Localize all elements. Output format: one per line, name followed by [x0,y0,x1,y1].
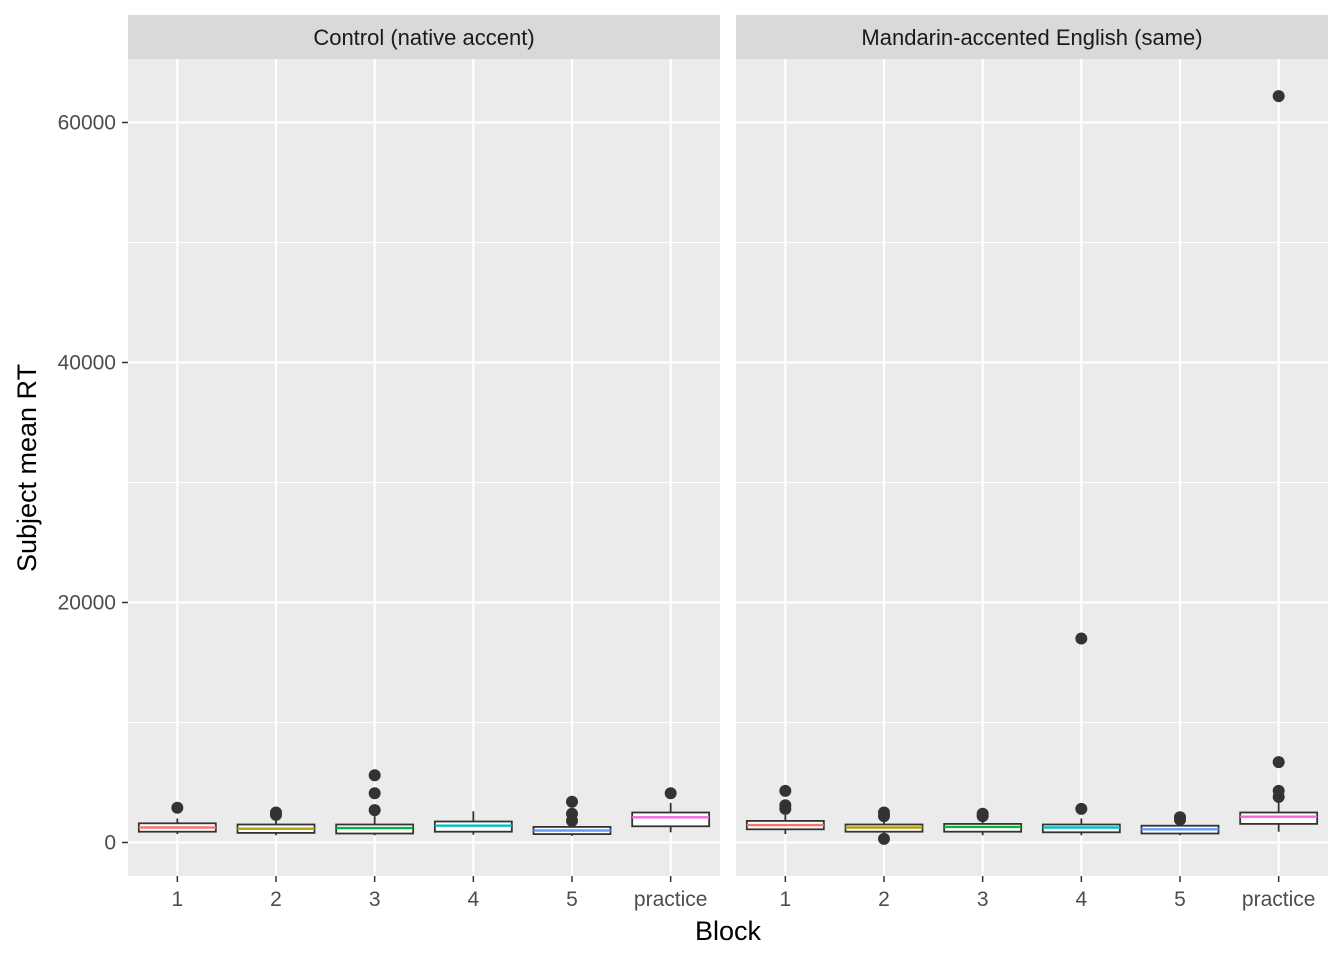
outlier-point [779,799,792,812]
box-5 [1140,811,1220,836]
outlier-point [1174,811,1186,824]
outlier-point [368,769,381,782]
box-2 [236,806,316,836]
x-tick-label: practice [634,888,708,911]
box-practice [1239,90,1319,832]
facet-panel-1: Control (native accent) 1 2 3 4 5 practice [128,15,720,911]
y-tick-label: 0 [104,832,116,855]
outlier-point [1272,756,1285,769]
outlier-point [878,832,890,845]
facet-strip [736,15,1328,59]
y-axis: 0 20000 40000 60000 [58,112,128,855]
outlier-point [1272,784,1285,797]
x-tick-label: 4 [467,888,479,911]
box-4 [1041,632,1121,836]
outlier-point [270,806,282,819]
x-tick-label: 2 [270,888,282,911]
y-tick-label: 20000 [58,592,116,615]
x-tick-label: 5 [1174,888,1186,911]
facet-strip [128,15,720,59]
facet-panels: Control (native accent)1 2 3 4 5 practiceMand… [128,15,1328,911]
outlier-point [664,787,677,800]
x-tick-label: 4 [1075,888,1087,911]
x-tick-label: 2 [878,888,890,911]
box-1 [137,801,217,835]
x-tick-label: 1 [779,888,791,911]
box-5 [532,795,612,836]
box-3 [335,769,415,836]
x-tick-label: practice [1242,888,1316,911]
outlier-point [1075,802,1088,815]
x-tick-label: 5 [566,888,578,911]
box-1 [745,784,825,835]
box-3 [943,807,1023,836]
outlier-point [566,795,578,808]
x-axis-title: Block [695,916,762,946]
facet-strip-title: Control (native accent) [313,25,534,50]
box-practice [631,787,711,833]
outlier-point [368,804,381,817]
outlier-point [878,806,890,819]
outlier-point [1272,90,1285,103]
box-body [631,811,711,828]
facet-panel-2: Mandarin-accented English (same) 1 2 3 4 5 pra… [736,15,1328,911]
x-tick-label: 3 [369,888,381,911]
facet-strip-title: Mandarin-accented English (same) [861,25,1202,50]
x-tick-label: 1 [171,888,183,911]
panel-background [736,59,1328,876]
y-tick-label: 60000 [58,112,116,135]
x-tick-label: 3 [977,888,989,911]
box-4 [433,811,513,835]
panel-background [128,59,720,876]
box-body [1239,811,1319,825]
outlier-point [171,801,184,814]
y-tick-label: 40000 [58,352,116,375]
outlier-point [1075,632,1088,645]
outlier-point [566,807,578,820]
outlier-point [368,787,381,800]
outlier-point [779,784,792,797]
box-2 [844,806,924,845]
outlier-point [976,807,989,820]
y-axis-title: Subject mean RT [12,364,42,572]
